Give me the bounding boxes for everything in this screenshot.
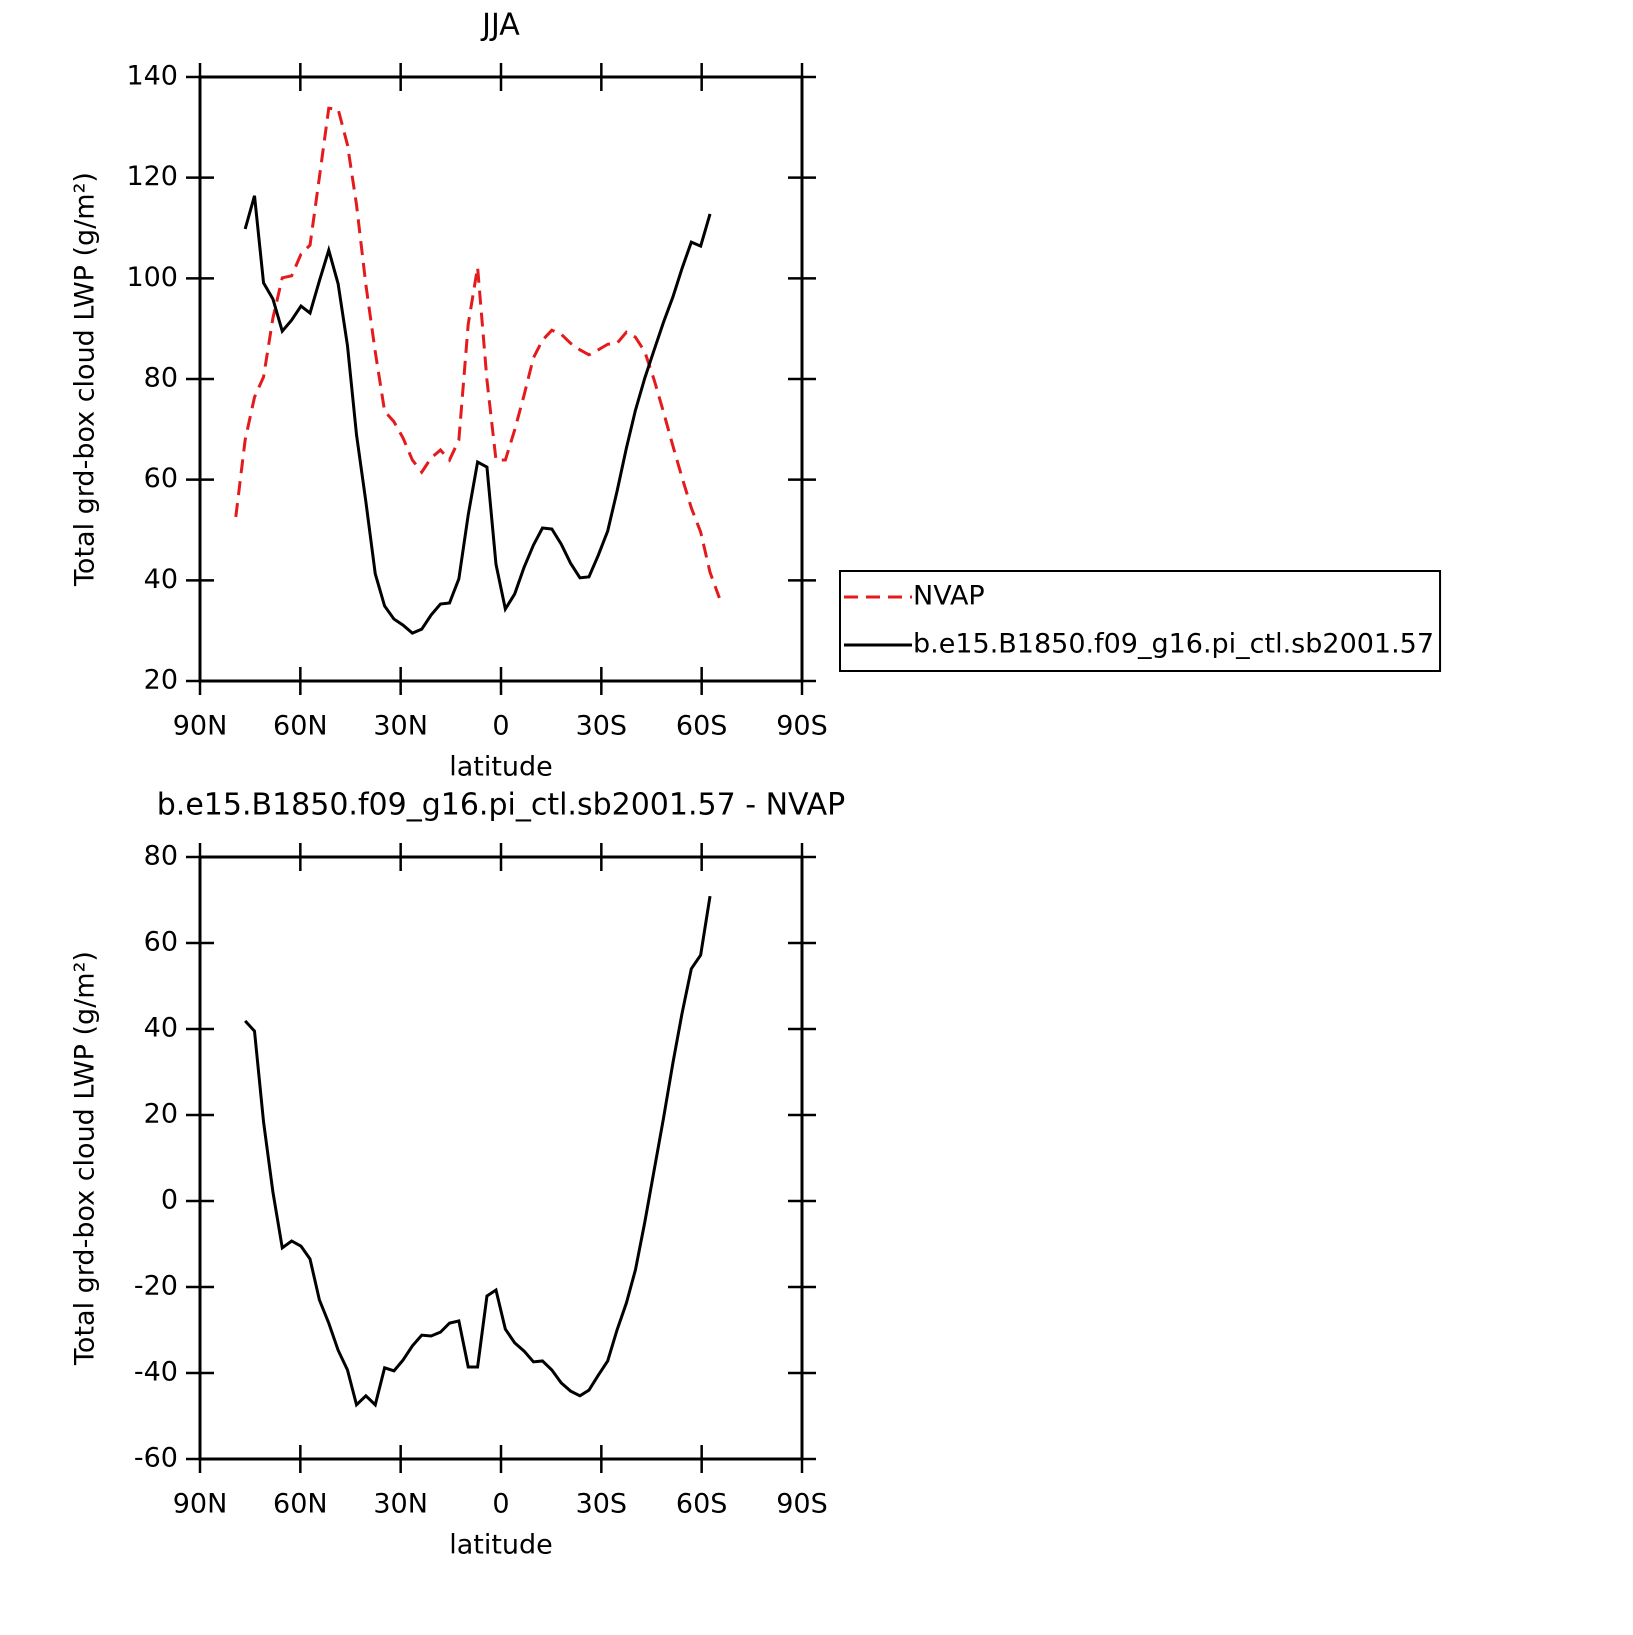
plot-frame (198, 855, 804, 1461)
chart-title: b.e15.B1850.f09_g16.pi_ctl.sb2001.57 - N… (157, 788, 846, 823)
y-axis-label: Total grd-box cloud LWP (g/m²) (70, 172, 101, 587)
y-tick-label: 60 (144, 463, 178, 494)
y-tick-label: 120 (126, 161, 178, 192)
y-tick-label: -20 (134, 1271, 178, 1302)
y-tick-label: 0 (161, 1185, 178, 1216)
x-tick-label: 30S (576, 711, 628, 742)
y-tick-label: 20 (144, 1099, 178, 1130)
x-tick-label: 60S (676, 711, 728, 742)
x-tick-label: 30N (373, 711, 428, 742)
x-tick-label: 60S (676, 1489, 728, 1520)
y-tick-label: -40 (134, 1357, 178, 1388)
y-tick-label: 80 (144, 841, 178, 872)
x-tick-label: 0 (492, 711, 509, 742)
y-tick-label: 60 (144, 927, 178, 958)
x-tick-label: 90S (776, 711, 828, 742)
x-tick-label: 30N (373, 1489, 428, 1520)
data-line (234, 106, 721, 599)
y-tick-label: 40 (144, 1013, 178, 1044)
legend-box (839, 570, 1442, 672)
y-tick-label: 40 (144, 564, 178, 595)
x-axis-label: latitude (449, 752, 553, 783)
x-tick-label: 90N (173, 711, 228, 742)
y-axis-label: Total grd-box cloud LWP (g/m²) (70, 951, 101, 1366)
x-tick-label: 0 (492, 1489, 509, 1520)
x-axis-label: latitude (449, 1530, 553, 1561)
y-tick-label: 100 (126, 262, 178, 293)
y-tick-label: 140 (126, 61, 178, 92)
y-tick-label: 20 (144, 665, 178, 696)
x-tick-label: 60N (273, 1489, 328, 1520)
y-tick-label: 80 (144, 363, 178, 394)
y-tick-label: -60 (134, 1443, 178, 1474)
x-tick-label: 90S (776, 1489, 828, 1520)
chart-title: JJA (480, 8, 520, 43)
plot-frame (198, 75, 804, 683)
data-line (243, 195, 712, 635)
x-tick-label: 30S (576, 1489, 628, 1520)
legend-label: b.e15.B1850.f09_g16.pi_ctl.sb2001.57 (913, 629, 1434, 660)
legend-label: NVAP (913, 581, 985, 612)
x-tick-label: 90N (173, 1489, 228, 1520)
data-line (244, 895, 712, 1408)
x-tick-label: 60N (273, 711, 328, 742)
